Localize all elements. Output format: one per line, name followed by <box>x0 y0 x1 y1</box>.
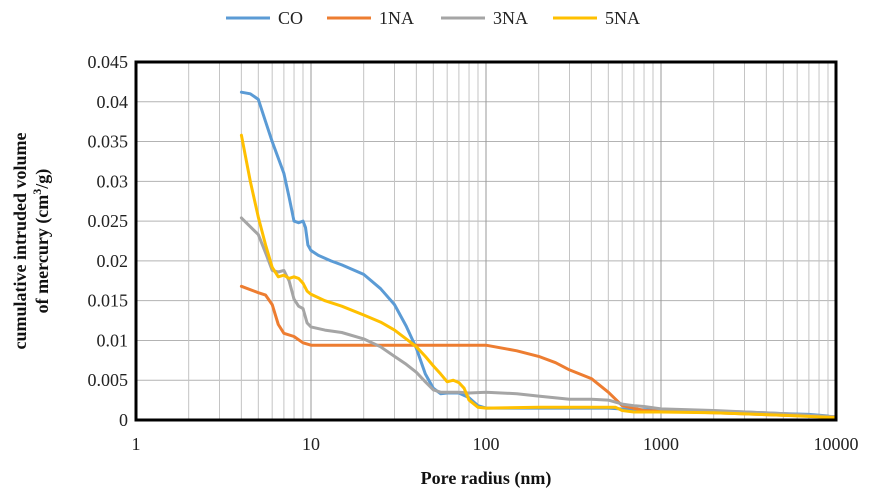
y-tick-label: 0.035 <box>88 132 129 152</box>
x-tick-label: 10 <box>302 434 320 454</box>
x-tick-label: 10000 <box>814 434 859 454</box>
plot-area-frame <box>134 60 838 422</box>
x-tick-label: 1 <box>132 434 141 454</box>
y-tick-label: 0.025 <box>88 211 129 231</box>
legend-label: 3NA <box>493 8 528 28</box>
x-tick-label: 1000 <box>643 434 679 454</box>
x-tick-label: 100 <box>473 434 500 454</box>
x-axis-title: Pore radius (nm) <box>421 468 552 489</box>
y-tick-label: 0 <box>119 410 128 430</box>
y-tick-label: 0.005 <box>88 370 129 390</box>
series-lines <box>239 90 838 421</box>
legend-item-co: CO <box>226 8 303 28</box>
axis-tick-labels: 0 0.005 0.01 0.015 0.02 0.025 0.03 0.035 0.04 0.0… <box>88 52 859 454</box>
legend-label: 1NA <box>379 8 414 28</box>
y-tick-label: 0.02 <box>97 251 129 271</box>
legend-item-1na: 1NA <box>327 8 414 28</box>
legend: CO 1NA 3NA 5NA <box>226 8 640 28</box>
y-tick-label: 0.045 <box>88 52 129 72</box>
legend-label: CO <box>278 8 303 28</box>
series-line-5na <box>239 133 838 420</box>
y-tick-label: 0.015 <box>88 291 129 311</box>
y-axis-title-line1: cumulative intruded volume <box>10 132 30 349</box>
legend-label: 5NA <box>605 8 640 28</box>
grid-lines <box>135 61 836 421</box>
y-tick-label: 0.01 <box>97 330 129 350</box>
legend-item-3na: 3NA <box>441 8 528 28</box>
y-tick-label: 0.03 <box>97 171 129 191</box>
series-line-1na <box>239 284 838 419</box>
series-line-3na <box>239 216 838 419</box>
y-tick-label: 0.04 <box>97 92 129 112</box>
y-axis-title-line2: of mercury (cm3/g) <box>30 169 53 314</box>
legend-item-5na: 5NA <box>553 8 640 28</box>
y-axis-title: cumulative intruded volume of mercury (c… <box>10 132 53 349</box>
